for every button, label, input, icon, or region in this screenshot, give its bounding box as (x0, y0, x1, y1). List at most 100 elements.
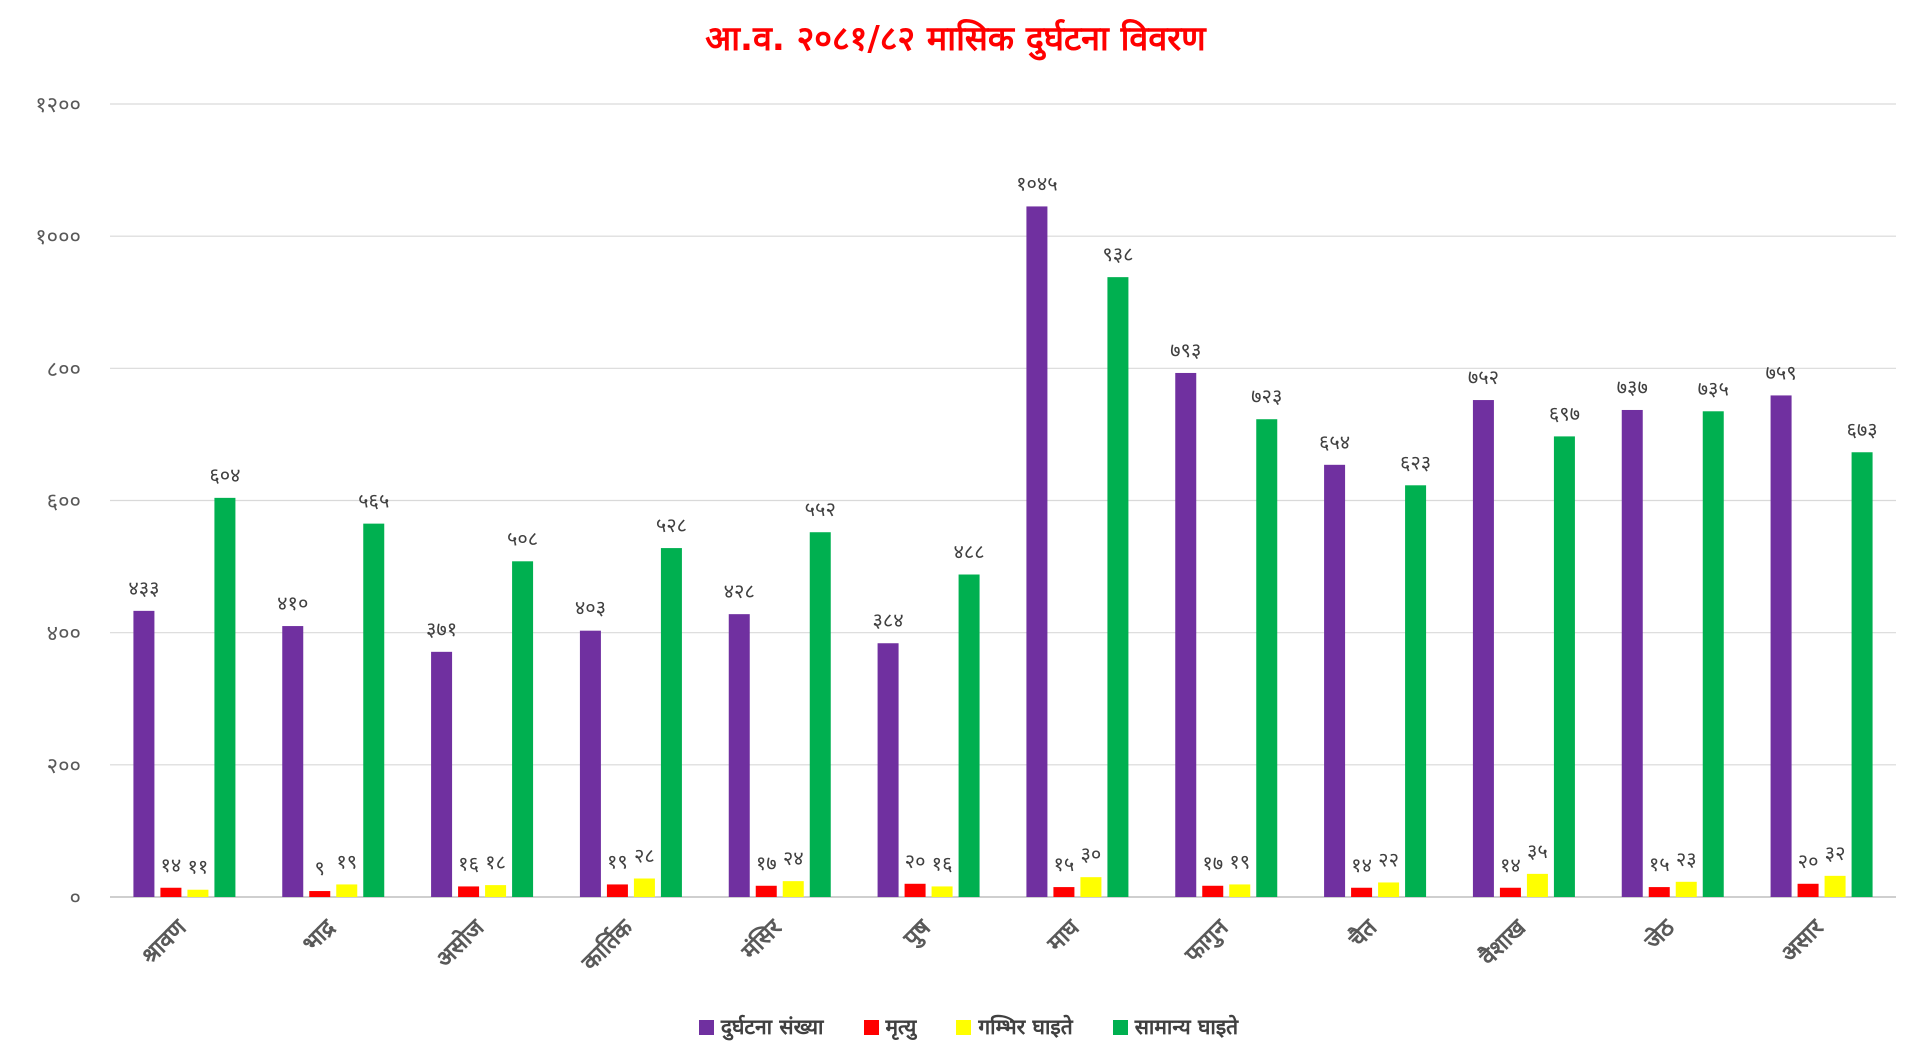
data-label-minor-injuries: ७२३ (1251, 384, 1282, 408)
bar-minor-injuries (1702, 411, 1724, 897)
data-label-serious-injuries: १८ (485, 850, 506, 874)
clustered-bar-chart: ० २०० ४०० ६०० ८०० १००० १२०० ४३३ ४१० ३७१ ४०३ ४२८ ३८४… (35, 93, 1896, 977)
bar-serious-injuries (1080, 877, 1102, 897)
gridlines (110, 103, 1896, 898)
data-label-deaths: १७ (1202, 851, 1223, 875)
data-label-serious-injuries: ३५ (1527, 839, 1548, 863)
bar-deaths (1351, 887, 1373, 897)
bar-deaths (904, 883, 926, 897)
x-axis-category-label: कार्तिक (575, 913, 639, 977)
legend-label-deaths: मृत्यु (885, 1015, 917, 1039)
data-label-deaths: २० (905, 849, 926, 873)
x-axis-category-label: पुष (898, 914, 938, 954)
bar-deaths (160, 887, 182, 897)
y-axis-tick-label: ८०० (47, 357, 81, 382)
data-label-serious-injuries: १६ (932, 851, 953, 875)
data-label-accidents: ३७१ (426, 617, 457, 641)
bar-accidents (133, 610, 155, 897)
bar-minor-injuries (1553, 436, 1575, 897)
data-label-accidents: ४१० (277, 591, 308, 615)
x-axis-category-label: वैशाख (1473, 913, 1532, 972)
y-axis-tick-label: ४०० (47, 622, 81, 647)
bar-deaths (1499, 887, 1521, 897)
x-axis-category-label: फागुन (1179, 914, 1235, 970)
x-axis-category-label: चैत (1342, 913, 1383, 954)
bar-minor-injuries (1851, 452, 1873, 897)
legend-swatch-accidents (698, 1019, 714, 1035)
bar-deaths (309, 891, 331, 897)
legend-swatch-deaths (863, 1019, 879, 1035)
bar-serious-injuries (485, 885, 507, 897)
data-label-accidents: १०४५ (1016, 171, 1058, 195)
bar-accidents (282, 626, 304, 897)
bar-minor-injuries (363, 523, 385, 897)
data-label-minor-injuries: ५२८ (656, 513, 687, 537)
bar-accidents (579, 630, 601, 897)
bar-accidents (728, 614, 750, 897)
data-label-minor-injuries: ४८८ (953, 540, 984, 564)
bar-serious-injuries (633, 878, 655, 897)
data-label-minor-injuries: ५५२ (805, 497, 836, 521)
bar-serious-injuries (931, 886, 953, 897)
x-axis-category-label: मंसिर (735, 912, 788, 965)
bar-deaths (1202, 885, 1224, 897)
bar-accidents (1026, 206, 1048, 897)
data-label-deaths: १९ (607, 849, 628, 873)
y-axis-tick-labels: ० २०० ४०० ६०० ८०० १००० १२०० (35, 93, 81, 911)
data-label-minor-injuries: ५०८ (507, 526, 538, 550)
bar-serious-injuries (336, 884, 358, 897)
x-axis-category-label: माघ (1042, 914, 1086, 958)
data-label-deaths: १५ (1054, 852, 1075, 876)
data-label-minor-injuries: ५६५ (358, 489, 389, 513)
legend-item-serious-injuries: गम्भिर घाइते (956, 1013, 1073, 1041)
y-axis-tick-label: ६०० (47, 490, 81, 515)
bar-serious-injuries (1229, 884, 1251, 897)
y-axis-tick-label: १००० (35, 225, 81, 250)
bar-minor-injuries (1405, 485, 1427, 897)
bar-accidents (431, 651, 453, 897)
data-label-deaths: ९ (315, 856, 325, 880)
y-axis-tick-label: २०० (47, 754, 81, 779)
legend-label-accidents: दुर्घटना संख्या (720, 1015, 824, 1039)
bar-serious-injuries (1675, 881, 1697, 897)
data-label-minor-injuries: ७३५ (1698, 376, 1729, 400)
data-label-serious-injuries: १९ (336, 849, 357, 873)
bar-accidents (1472, 400, 1494, 897)
data-label-deaths: २० (1798, 849, 1819, 873)
bar-deaths (1797, 883, 1819, 897)
data-label-serious-injuries: १९ (1229, 849, 1250, 873)
bar-accidents (1324, 464, 1346, 897)
data-label-serious-injuries: २४ (783, 846, 804, 870)
bar-serious-injuries (782, 881, 804, 897)
data-label-accidents: ४०३ (575, 596, 606, 620)
x-axis-category-label: जेठ (1638, 912, 1681, 955)
data-label-deaths: १६ (458, 851, 479, 875)
data-label-accidents: ७९३ (1170, 338, 1201, 362)
bar-deaths (1648, 887, 1670, 897)
data-label-serious-injuries: ११ (188, 855, 209, 879)
bar-minor-injuries (660, 548, 682, 897)
legend-item-accidents: दुर्घटना संख्या (698, 1013, 824, 1041)
x-axis-category-labels: श्रावण भाद्र असोज कार्तिक मंसिर पुष माघ फागुन चै… (137, 912, 1830, 976)
data-label-serious-injuries: ३२ (1825, 841, 1846, 865)
data-label-accidents: ६५४ (1319, 430, 1350, 454)
bar-serious-injuries (1824, 875, 1846, 897)
legend-label-minor-injuries: सामान्य घाइते (1134, 1015, 1239, 1039)
bar-accidents (1770, 395, 1792, 897)
data-label-accidents: ७५२ (1468, 365, 1499, 389)
legend-label-serious-injuries: गम्भिर घाइते (978, 1015, 1073, 1039)
y-axis-tick-label: १२०० (35, 93, 81, 118)
data-label-serious-injuries: २२ (1378, 847, 1399, 871)
bar-deaths (755, 885, 777, 897)
chart-title: आ.व. २०८१/८२ मासिक दुर्घटना विवरण (705, 19, 1206, 59)
bar-deaths (606, 884, 628, 897)
data-label-deaths: १७ (756, 851, 777, 875)
bar-minor-injuries (1256, 419, 1278, 897)
legend-item-minor-injuries: सामान्य घाइते (1112, 1013, 1239, 1041)
bar-minor-injuries (1107, 277, 1129, 897)
bar-minor-injuries (958, 574, 980, 897)
data-label-accidents: ४३३ (128, 576, 159, 600)
x-axis-category-label: भाद्र (298, 914, 341, 957)
data-labels: ४३३ ४१० ३७१ ४०३ ४२८ ३८४ १०४५ ७९३ ६५४ ७५२ ७३७ ७५९ १४ ९… (128, 171, 1877, 880)
